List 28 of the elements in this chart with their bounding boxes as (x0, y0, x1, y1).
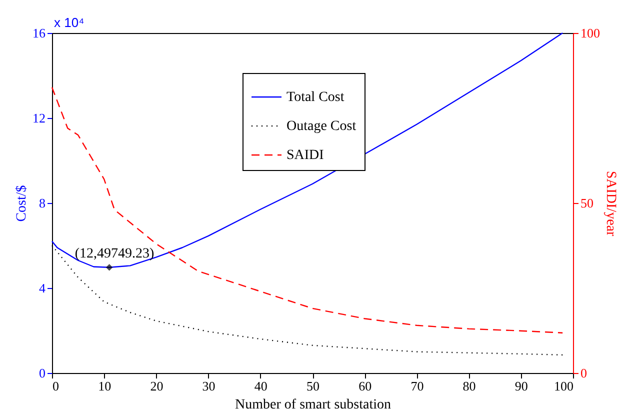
x-tick-label: 0 (52, 378, 59, 394)
x-tick-label: 30 (202, 378, 216, 394)
y-axis-title: Cost/$ (14, 185, 30, 222)
x-tick-label: 10 (98, 378, 112, 394)
x-tick-label: 40 (254, 378, 268, 394)
x-axis-title: Number of smart substation (235, 398, 391, 412)
y2-tick-label: 100 (580, 26, 600, 40)
x-tick-label: 20 (150, 378, 164, 394)
line-series (51, 86, 564, 334)
x-tick-label: 60 (358, 378, 372, 394)
x-tick-label: 70 (410, 378, 424, 394)
text: x 10⁴ (54, 15, 84, 30)
legend-label: Total Cost (286, 90, 344, 105)
legend-label: Outage Cost (286, 119, 356, 134)
y2-axis-title: SAIDI/year (603, 170, 618, 236)
x-tick-label: 100 (554, 378, 574, 394)
annotation: (12,49749.23) (74, 246, 155, 262)
y-tick-label: 12 (32, 110, 46, 126)
x-tick-label: 80 (462, 378, 476, 394)
y-tick-label: 8 (39, 196, 46, 210)
y-tick-label: 16 (32, 26, 46, 40)
legend-label: SAIDI (286, 148, 324, 163)
x-tick-label: 90 (514, 378, 528, 394)
y2-tick-label: 50 (580, 196, 594, 210)
x-tick-label: 50 (306, 378, 320, 394)
y2-tick-label: 0 (580, 366, 587, 380)
y-tick-label: 4 (39, 280, 46, 296)
y-tick-label: 0 (39, 366, 46, 380)
